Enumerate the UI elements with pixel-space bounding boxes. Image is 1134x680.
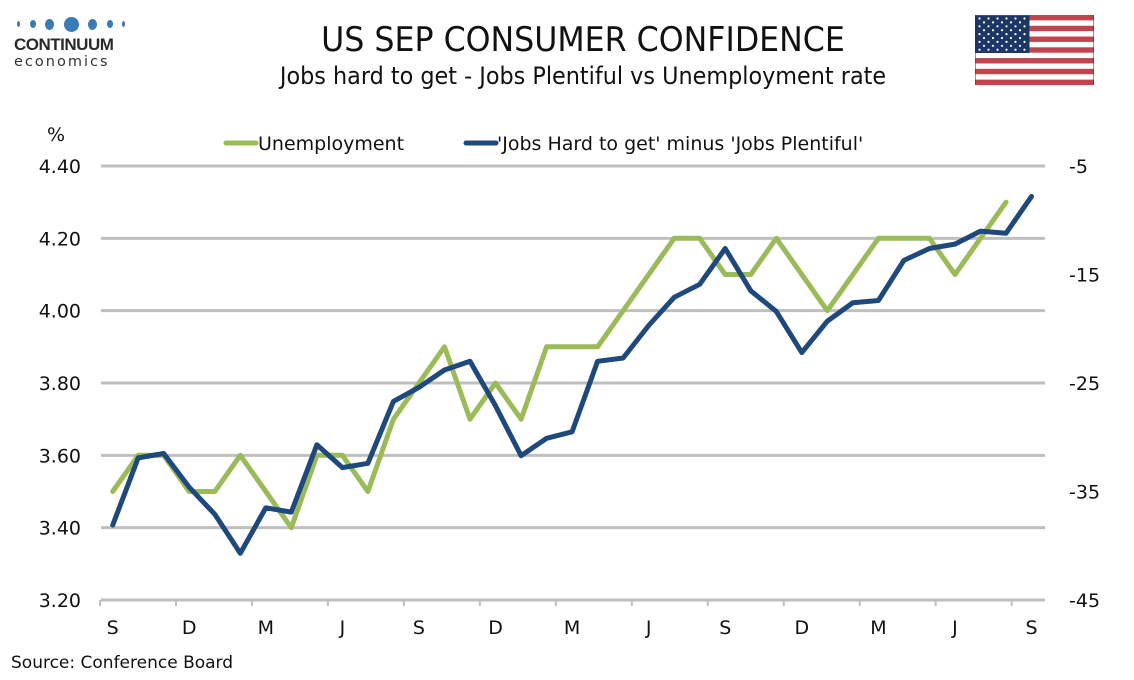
y-tick-label-left: 3.40 [39, 518, 81, 540]
x-tick-label: S [107, 617, 119, 639]
legend-label-jobs-differential: 'Jobs Hard to get' minus 'Jobs Plentiful… [497, 133, 863, 155]
y-tick-label-right: -45 [1069, 590, 1100, 612]
series-line-jobs-differential [110, 193, 1034, 556]
y-tick-label-left: 3.60 [39, 445, 81, 467]
logo-name: CONTINUUM [14, 35, 114, 54]
series-points-jobs-differential [112, 196, 1032, 554]
y-tick-label-right: -5 [1069, 156, 1088, 178]
x-tick-label: D [488, 617, 503, 639]
x-tick-label: S [1026, 617, 1038, 639]
x-tick-label: S [413, 617, 425, 639]
x-tick-label: M [564, 617, 580, 639]
y-axis-unit-label: % [47, 124, 65, 146]
legend-label-unemployment: Unemployment [258, 133, 404, 155]
series-line-unemployment [110, 199, 1009, 531]
x-tick-label: D [182, 617, 197, 639]
y-tick-label-left: 4.20 [39, 228, 81, 250]
y-axis-right-ticks: -5 -15 -25 -35 -45 [1069, 156, 1100, 612]
y-tick-label-left: 4.00 [39, 301, 81, 323]
logo-dots-icon [14, 14, 128, 34]
x-tick-label: M [870, 617, 886, 639]
y-tick-label-left: 3.20 [39, 590, 81, 612]
y-tick-label-left: 3.80 [39, 373, 81, 395]
y-tick-label-right: -35 [1069, 482, 1100, 504]
y-tick-label-right: -25 [1069, 373, 1100, 395]
x-tick-label: S [719, 617, 731, 639]
x-tick-label: J [645, 617, 652, 639]
series-points-unemployment [112, 202, 1007, 528]
chart-title: US SEP CONSUMER CONFIDENCE [321, 20, 845, 60]
x-tick-label: J [339, 617, 346, 639]
source-note: Source: Conference Board [11, 653, 234, 673]
chart-subtitle: Jobs hard to get - Jobs Plentiful vs Une… [279, 62, 887, 90]
y-tick-label-right: -15 [1069, 265, 1100, 287]
y-tick-label-left: 4.40 [39, 156, 81, 178]
logo-subtitle: economics [14, 54, 110, 70]
continuum-logo: CONTINUUM economics [14, 14, 134, 70]
x-tick-label: M [258, 617, 274, 639]
x-tick-label: J [951, 617, 958, 639]
y-axis-left-ticks: 4.40 4.20 4.00 3.80 3.60 3.40 3.20 [39, 156, 81, 612]
legend: Unemployment 'Jobs Hard to get' minus 'J… [223, 133, 863, 155]
series-layer [110, 193, 1034, 556]
x-tick-label: D [794, 617, 809, 639]
us-flag-icon [975, 15, 1094, 85]
